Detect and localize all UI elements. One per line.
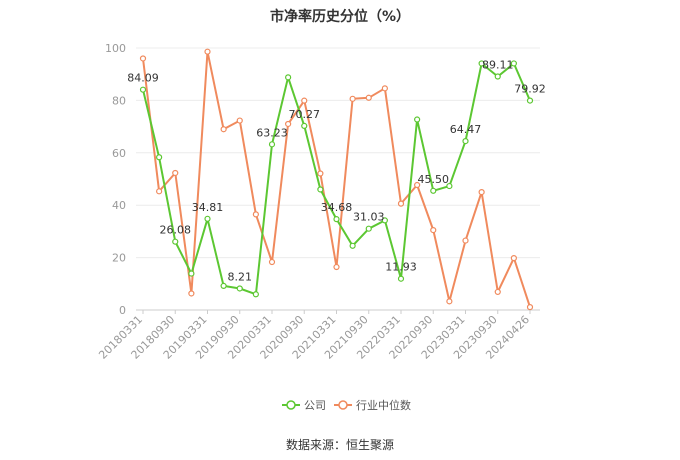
- data-point-0: [349, 242, 356, 249]
- data-point-0: [236, 285, 243, 292]
- data-point-1: [252, 211, 259, 218]
- source-note: 数据来源：恒生聚源: [285, 438, 394, 452]
- data-point-0: [381, 217, 388, 224]
- data-point-0: [333, 216, 340, 223]
- data-point-1: [478, 189, 485, 196]
- data-point-1: [526, 304, 534, 311]
- data-point-0: [268, 141, 276, 148]
- legend-swatch-marker: [286, 400, 296, 410]
- data-point-1: [494, 288, 501, 296]
- data-point-1: [139, 55, 147, 62]
- data-point-1: [446, 298, 453, 305]
- data-label: 63.23: [256, 126, 288, 139]
- data-point-0: [317, 186, 324, 193]
- data-point-0: [252, 291, 259, 298]
- data-label: 34.81: [192, 201, 224, 214]
- chart-title: 市净率历史分位（%）: [269, 9, 411, 25]
- legend-swatch-marker: [338, 400, 348, 410]
- y-tick-label: 40: [112, 199, 126, 212]
- data-point-1: [397, 200, 405, 207]
- data-point-1: [236, 117, 243, 124]
- data-point-0: [414, 116, 421, 123]
- data-point-1: [285, 120, 292, 128]
- data-point-1: [510, 255, 517, 262]
- data-point-0: [204, 215, 211, 222]
- data-point-1: [188, 290, 195, 297]
- data-label: 8.21: [228, 270, 253, 283]
- data-point-0: [478, 60, 485, 67]
- data-point-0: [397, 275, 405, 282]
- data-point-0: [188, 270, 195, 277]
- data-point-1: [333, 263, 340, 271]
- data-point-1: [349, 95, 356, 102]
- data-label: 31.03: [353, 211, 385, 224]
- data-point-1: [172, 169, 179, 177]
- legend-label: 公司: [304, 399, 326, 412]
- data-point-0: [156, 154, 163, 161]
- data-point-1: [317, 170, 324, 177]
- data-point-0: [220, 282, 227, 289]
- data-point-1: [156, 188, 163, 195]
- data-point-0: [446, 182, 453, 190]
- data-label: 64.47: [450, 123, 482, 136]
- data-label: 34.68: [321, 201, 353, 214]
- data-point-1: [365, 94, 372, 101]
- y-tick-label: 0: [119, 304, 126, 317]
- y-tick-label: 60: [112, 147, 126, 160]
- data-point-1: [462, 237, 469, 244]
- data-point-1: [220, 126, 227, 133]
- data-point-1: [430, 226, 437, 234]
- data-label: 26.08: [160, 224, 192, 237]
- y-tick-label: 20: [112, 252, 126, 265]
- data-point-1: [301, 97, 308, 104]
- data-point-1: [268, 258, 276, 266]
- data-label: 84.09: [127, 72, 159, 85]
- y-tick-label: 100: [105, 42, 126, 55]
- data-point-0: [430, 187, 437, 194]
- data-label: 45.50: [418, 173, 450, 186]
- data-point-0: [139, 86, 147, 93]
- data-point-0: [172, 238, 179, 245]
- data-point-0: [526, 97, 534, 104]
- data-label: 70.27: [289, 108, 321, 121]
- legend-label: 行业中位数: [356, 398, 411, 412]
- data-point-0: [510, 60, 517, 67]
- data-label: 11.93: [385, 261, 417, 274]
- data-point-0: [301, 122, 308, 129]
- y-tick-label: 80: [112, 94, 126, 107]
- data-point-1: [204, 48, 211, 55]
- data-point-1: [414, 181, 421, 189]
- data-label: 79.92: [514, 83, 546, 96]
- data-point-0: [494, 73, 501, 80]
- data-point-0: [285, 74, 292, 81]
- data-label: 89.11: [482, 59, 514, 72]
- data-point-0: [462, 137, 469, 145]
- data-point-0: [365, 225, 372, 232]
- data-point-1: [381, 85, 388, 92]
